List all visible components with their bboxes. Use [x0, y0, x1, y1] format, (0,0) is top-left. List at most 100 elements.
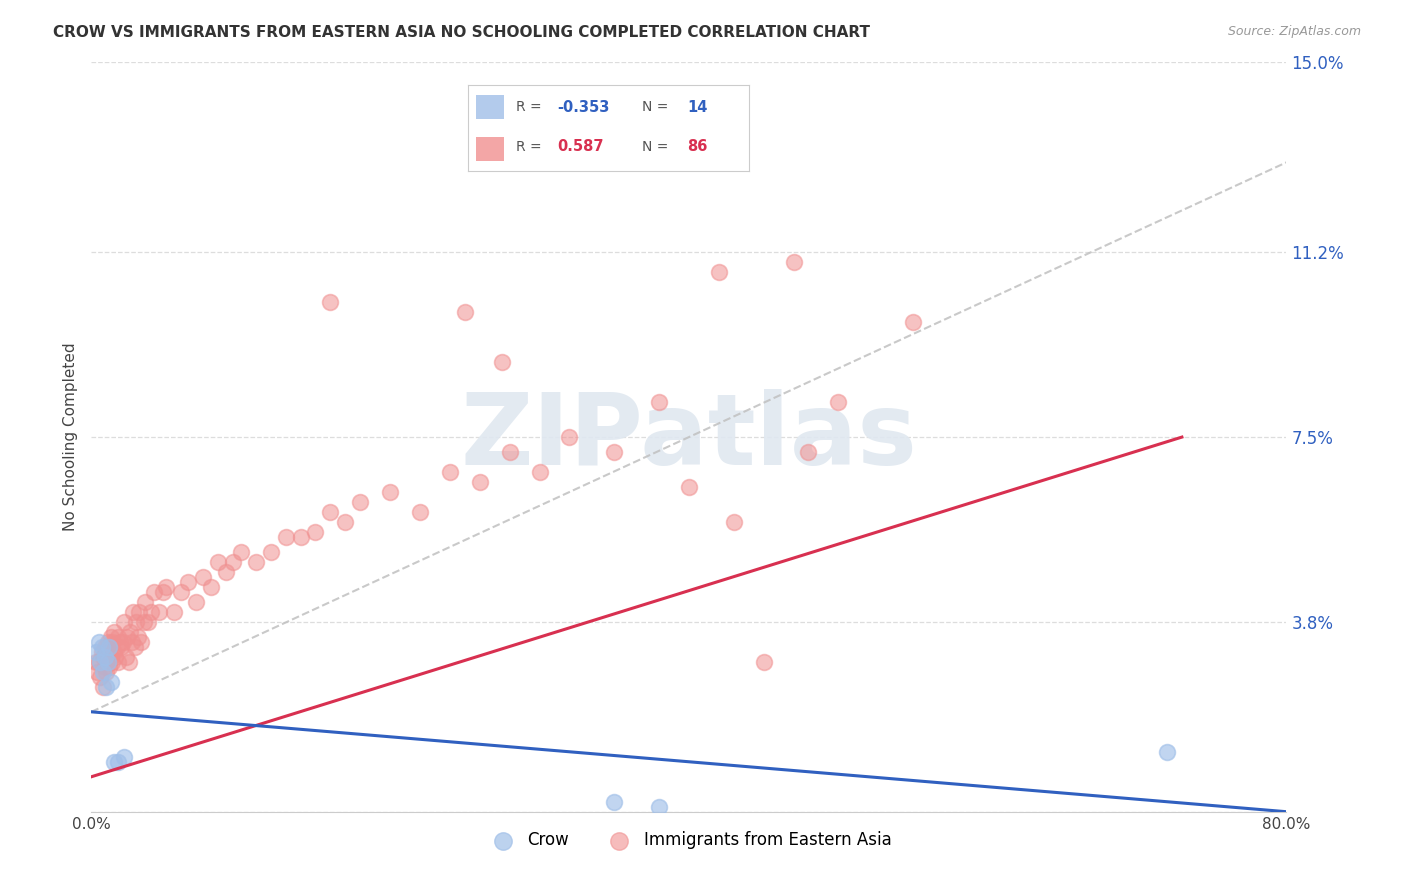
Point: [177, 574, 200, 589]
Point: [87, 635, 110, 649]
Point: [124, 640, 146, 654]
Y-axis label: No Schooling Completed: No Schooling Completed: [62, 343, 77, 532]
Point: [143, 585, 166, 599]
Point: [125, 615, 148, 629]
Point: [96, 645, 118, 659]
Point: [797, 445, 820, 459]
Point: [499, 445, 522, 459]
Point: [409, 505, 432, 519]
Point: [200, 580, 222, 594]
Text: ZIPatlas: ZIPatlas: [461, 389, 917, 485]
Point: [101, 655, 124, 669]
Point: [104, 649, 127, 664]
Point: [319, 295, 342, 310]
Point: [112, 749, 135, 764]
Point: [529, 465, 551, 479]
Point: [380, 485, 402, 500]
Point: [304, 524, 326, 539]
Point: [96, 680, 118, 694]
Point: [439, 465, 461, 479]
Point: [901, 315, 924, 329]
Point: [207, 555, 229, 569]
Point: [93, 680, 115, 694]
Point: [98, 660, 121, 674]
Point: [752, 655, 775, 669]
Point: [245, 555, 267, 569]
Point: [90, 640, 112, 654]
Point: [170, 585, 193, 599]
Point: [97, 635, 120, 649]
Point: [290, 530, 312, 544]
Point: [335, 515, 357, 529]
Point: [103, 624, 125, 639]
Point: [468, 475, 491, 489]
Point: [648, 395, 671, 409]
Point: [723, 515, 745, 529]
Point: [128, 605, 150, 619]
Point: [1156, 745, 1178, 759]
Point: [222, 555, 245, 569]
Point: [603, 445, 626, 459]
Point: [105, 640, 128, 654]
Point: [107, 755, 129, 769]
Point: [134, 595, 156, 609]
Point: [152, 585, 174, 599]
Point: [827, 395, 849, 409]
Point: [89, 655, 111, 669]
Point: [100, 630, 122, 644]
Point: [112, 615, 135, 629]
Point: [98, 640, 121, 654]
Point: [100, 674, 122, 689]
Point: [96, 665, 118, 679]
Point: [454, 305, 477, 319]
Point: [129, 635, 152, 649]
Point: [491, 355, 513, 369]
Point: [162, 605, 184, 619]
Point: [132, 615, 155, 629]
Point: [193, 570, 215, 584]
Point: [86, 665, 108, 679]
Point: [558, 430, 581, 444]
Point: [94, 660, 117, 674]
Point: [118, 655, 141, 669]
Point: [87, 655, 110, 669]
Point: [319, 505, 342, 519]
Point: [274, 530, 297, 544]
Point: [184, 595, 207, 609]
Point: [90, 645, 112, 659]
Point: [103, 645, 125, 659]
Text: CROW VS IMMIGRANTS FROM EASTERN ASIA NO SCHOOLING COMPLETED CORRELATION CHART: CROW VS IMMIGRANTS FROM EASTERN ASIA NO …: [53, 25, 870, 40]
Point: [84, 645, 107, 659]
Point: [678, 480, 700, 494]
Point: [100, 649, 122, 664]
Point: [94, 640, 117, 654]
Point: [94, 649, 117, 664]
Point: [127, 630, 149, 644]
Point: [101, 635, 124, 649]
Point: [122, 605, 145, 619]
Point: [93, 649, 115, 664]
Text: Source: ZipAtlas.com: Source: ZipAtlas.com: [1227, 25, 1361, 38]
Point: [97, 655, 120, 669]
Point: [97, 655, 120, 669]
Point: [107, 655, 129, 669]
Point: [648, 799, 671, 814]
Point: [349, 495, 371, 509]
Point: [108, 635, 131, 649]
Point: [603, 795, 626, 809]
Point: [215, 565, 238, 579]
Point: [121, 635, 143, 649]
Point: [136, 615, 159, 629]
Point: [84, 655, 107, 669]
Point: [155, 580, 177, 594]
Point: [89, 670, 111, 684]
Point: [115, 630, 138, 644]
Point: [110, 640, 132, 654]
Point: [103, 755, 125, 769]
Point: [707, 265, 730, 279]
Point: [107, 630, 129, 644]
Point: [98, 640, 121, 654]
Point: [229, 545, 252, 559]
Point: [114, 649, 136, 664]
Point: [259, 545, 281, 559]
